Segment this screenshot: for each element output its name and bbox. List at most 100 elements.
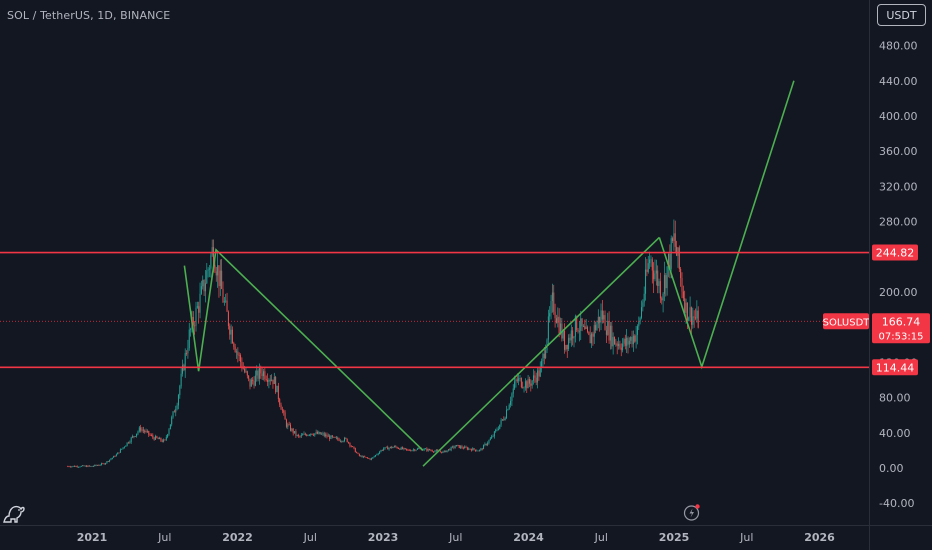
- candle-body: [357, 452, 359, 454]
- candle-body: [233, 343, 235, 347]
- candle-body: [172, 411, 174, 418]
- candle-body: [461, 446, 463, 448]
- candle-body: [542, 353, 544, 362]
- candle-body: [615, 343, 617, 345]
- candle-body: [578, 330, 580, 332]
- candle-body: [130, 437, 132, 442]
- candle-body: [462, 447, 464, 449]
- candle-body: [669, 253, 671, 269]
- candle-body: [261, 373, 263, 377]
- horizontal-levels: [0, 251, 870, 369]
- projection-line: [422, 236, 660, 467]
- candle-body: [557, 316, 559, 323]
- candle-body: [441, 451, 443, 453]
- candle-body: [560, 323, 561, 334]
- candle-body: [566, 344, 568, 349]
- candle-body: [646, 269, 648, 272]
- candle-body: [156, 436, 158, 438]
- candle-body: [291, 428, 293, 431]
- candle-body: [240, 355, 242, 362]
- candle-body: [674, 233, 676, 247]
- candle-body: [303, 433, 305, 435]
- candle-body: [329, 435, 331, 439]
- candle-body: [198, 306, 200, 313]
- candle-body: [67, 466, 69, 468]
- candle-body: [258, 368, 260, 379]
- candle-body: [319, 432, 321, 435]
- candle-body: [78, 466, 80, 468]
- candle-body: [470, 449, 472, 451]
- candle-body: [352, 446, 354, 448]
- price-tick-label: 0.00: [879, 462, 904, 475]
- candle-body: [161, 440, 163, 442]
- candle-body: [364, 456, 366, 458]
- candle-body: [269, 379, 271, 381]
- candle-body: [323, 433, 325, 436]
- candle-body: [345, 438, 347, 439]
- candle-body: [327, 435, 329, 437]
- candle-body: [129, 441, 131, 443]
- candle-body: [501, 419, 503, 421]
- candle-body: [326, 434, 328, 437]
- flash-icon[interactable]: [683, 503, 701, 521]
- candle-body: [257, 370, 259, 379]
- candle-body: [697, 310, 699, 328]
- candle-body: [570, 330, 572, 341]
- candle-body: [480, 448, 482, 450]
- candle-body: [308, 434, 310, 436]
- candle-body: [195, 307, 197, 326]
- candle-body: [217, 265, 219, 276]
- candle-body: [391, 446, 393, 448]
- candle-body: [155, 436, 156, 440]
- candle-body: [179, 386, 181, 396]
- candle-body: [133, 436, 135, 437]
- candle-body: [84, 465, 86, 467]
- candle-body: [321, 433, 323, 435]
- candle-body: [500, 420, 502, 425]
- candle-body: [145, 430, 147, 432]
- candle-body: [520, 378, 522, 388]
- candle-body: [128, 442, 129, 444]
- candle-body: [157, 437, 159, 440]
- price-tick-label: 40.00: [879, 427, 911, 440]
- tradingview-logo-icon[interactable]: [0, 498, 28, 526]
- candle-body: [218, 265, 220, 287]
- candle-body: [468, 448, 470, 450]
- candle-body: [547, 316, 549, 340]
- candle-body: [375, 455, 377, 457]
- candle-body: [622, 343, 624, 351]
- symbol-badge-bg: [823, 313, 869, 330]
- candle-body: [584, 325, 586, 329]
- candle-body: [69, 466, 71, 468]
- candle-body: [160, 437, 162, 441]
- candle-body: [523, 387, 525, 389]
- candle-body: [348, 442, 350, 443]
- candle-body: [688, 317, 690, 321]
- candle-body: [118, 452, 120, 454]
- candle-body: [457, 445, 459, 446]
- time-axis-label: 2024: [513, 531, 544, 544]
- candle-body: [649, 259, 651, 264]
- candle-body: [237, 351, 239, 356]
- candle-body: [140, 427, 142, 431]
- candle-body: [476, 450, 478, 452]
- candle-body: [389, 446, 391, 448]
- price-tick-label: 440.00: [879, 75, 918, 88]
- candle-body: [260, 368, 262, 374]
- candle-body: [281, 409, 283, 411]
- candle-body: [603, 315, 605, 320]
- candle-body: [75, 466, 77, 467]
- candle-body: [526, 381, 528, 389]
- candle-body: [192, 316, 194, 326]
- price-tick-label: 480.00: [879, 40, 918, 53]
- last-price-value: 166.74: [882, 315, 921, 328]
- currency-button[interactable]: USDT: [877, 4, 926, 26]
- candle-body: [645, 269, 647, 294]
- candle-body: [612, 337, 614, 347]
- candle-body: [248, 375, 250, 379]
- candle-body: [657, 270, 659, 287]
- candle-body: [395, 446, 397, 447]
- candle-body: [433, 451, 435, 453]
